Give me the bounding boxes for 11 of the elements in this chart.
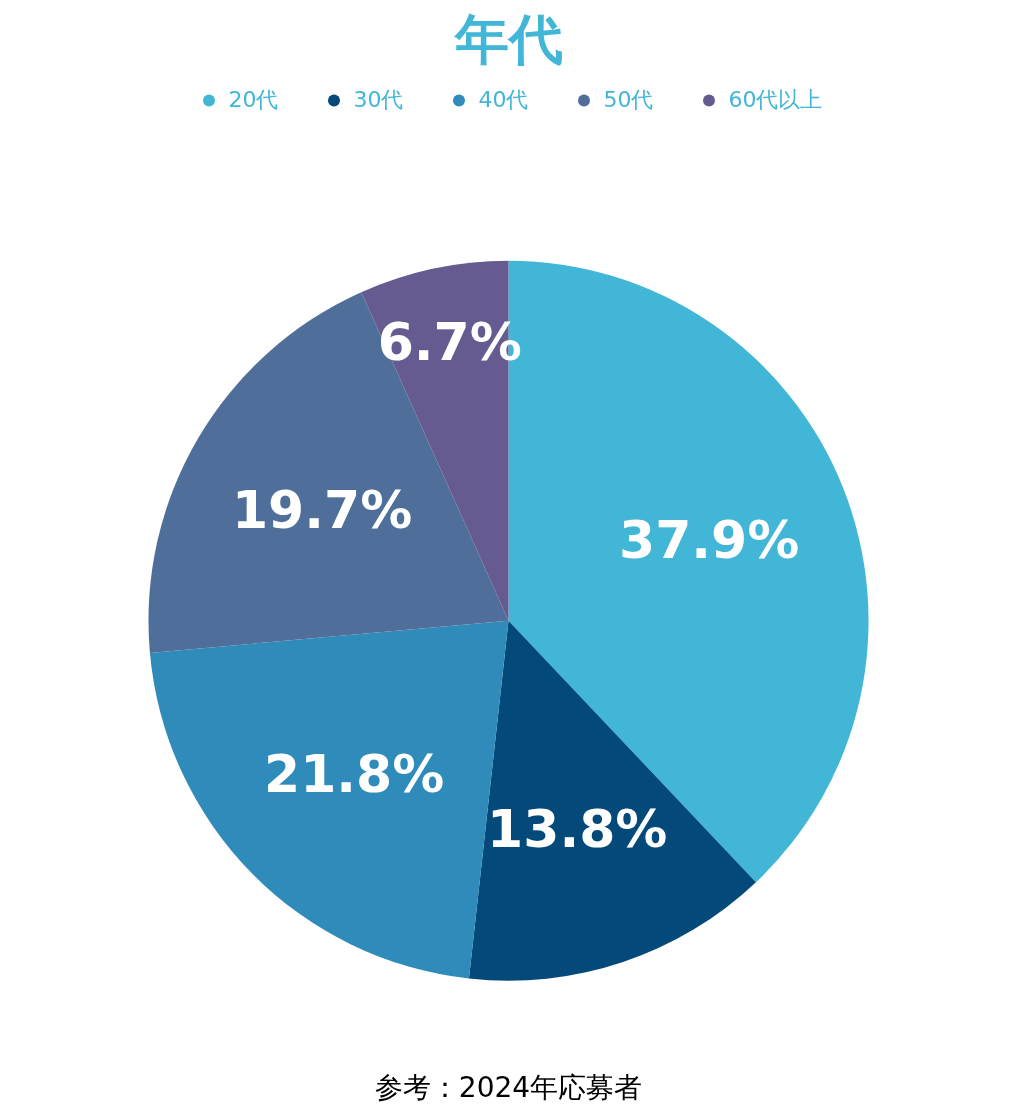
data-label: 37.9% bbox=[618, 509, 800, 570]
data-label: 21.8% bbox=[264, 744, 445, 805]
text: 参考：2024年応募者 bbox=[374, 1070, 643, 1104]
legend-label: 50代 bbox=[603, 86, 654, 114]
chart-title: 年代 bbox=[452, 7, 563, 71]
legend-label: 60代以上 bbox=[728, 86, 823, 114]
legend-label: 20代 bbox=[228, 86, 279, 114]
legend-label: 40代 bbox=[478, 86, 529, 114]
legend-label: 30代 bbox=[353, 86, 404, 114]
data-label: 13.8% bbox=[487, 798, 668, 859]
data-label: 19.7% bbox=[231, 479, 413, 540]
